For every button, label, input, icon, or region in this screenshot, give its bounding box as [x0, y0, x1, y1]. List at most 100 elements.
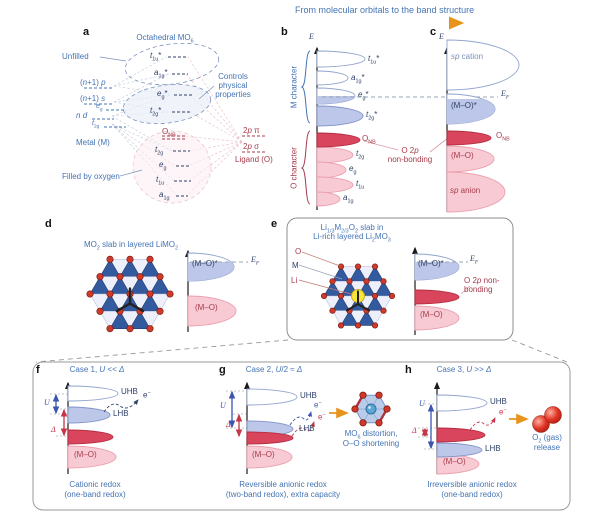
- uhb-label: UHB: [490, 397, 507, 406]
- panel-a-graphics: [84, 42, 266, 204]
- panel-f-caption-2: (one-band redox): [64, 490, 126, 499]
- header-title: From molecular orbitals to the band stru…: [295, 5, 475, 15]
- unfilled-label: Unfilled: [62, 52, 89, 61]
- panel-h-caption-2: (one-band redox): [441, 490, 503, 499]
- electron-label: e−: [143, 390, 151, 400]
- level-nd: n d: [76, 111, 88, 120]
- electron-removal-path-anionic: [291, 421, 315, 437]
- panel-letter-h: h: [405, 364, 412, 376]
- m-character-label: M character: [289, 65, 299, 109]
- band-eg-star: eg*: [358, 90, 369, 102]
- panel-e-title-1: Li1/3M2/3O2 slab in: [320, 223, 384, 235]
- controls-label: Controls physical properties: [215, 72, 251, 100]
- delta-label: Δ: [51, 425, 56, 434]
- electron-label-cationic: e−: [314, 400, 322, 410]
- panel-h-mo: (M–O): [443, 457, 466, 466]
- o-character-brace: [300, 130, 311, 205]
- bonding-group-ellipse: [132, 130, 212, 204]
- sp-anion-label: sp anion: [450, 186, 481, 195]
- u-label: U: [419, 399, 425, 408]
- cases-box: [32, 361, 571, 511]
- panel-letter-a: a: [83, 26, 90, 38]
- electron-label: e−: [499, 407, 507, 417]
- oxygen-atoms: [351, 391, 391, 427]
- electron-label-anionic: e−: [318, 412, 326, 422]
- panel-letter-b: b: [281, 26, 288, 38]
- electron-removal-path: [103, 399, 139, 413]
- panel-e-title-2: Li-rich layered Li2MO3: [313, 232, 391, 244]
- level-np: (n+1) p: [80, 78, 106, 87]
- band-eg: eg: [349, 164, 357, 176]
- zoom-connector-right: [511, 339, 568, 363]
- panel-e-nonbonding: O 2p non-bonding: [464, 276, 500, 295]
- case-2-title: Case 2, U/2 ≈ Δ: [245, 365, 303, 374]
- panel-letter-g: g: [219, 364, 226, 376]
- case-1-title: Case 1, U << Δ: [69, 365, 125, 374]
- m-character-brace: [300, 50, 311, 124]
- mo-onb: ONB: [162, 127, 176, 139]
- o2-molecule: [532, 406, 562, 433]
- level-eg: eg: [96, 103, 103, 113]
- panel-f-mo: (M–O): [74, 450, 97, 459]
- panel-g-caption-1: Reversible anionic redox: [239, 480, 327, 489]
- ligand-2p-sigma: 2p σ: [243, 142, 260, 151]
- panel-d-title: MO2 slab in layered LiMO2: [83, 240, 179, 252]
- delta-label: Δ: [412, 426, 417, 435]
- band-t1u: t1u: [356, 179, 365, 191]
- band-t2g-star: t2g*: [366, 110, 378, 122]
- distortion-caption-1: MO6 distortion,: [344, 429, 398, 441]
- panel-a-title: Octahedral MO6: [136, 33, 194, 45]
- mo-t2g: t2g: [155, 145, 164, 157]
- panel-e-crystal-slab: [320, 263, 396, 329]
- ligand-label: Ligand (O): [235, 155, 273, 164]
- panel-e-mo: (M–O): [420, 310, 443, 319]
- delta-label: Δ: [226, 420, 231, 429]
- panel-f-caption-1: Cationic redox: [69, 480, 121, 489]
- legend-o: O: [295, 247, 302, 256]
- lhb-label: LHB: [485, 444, 501, 453]
- lhb-label: LHB: [113, 409, 129, 418]
- mo-eg: eg: [159, 160, 167, 172]
- zoom-connector-left: [35, 339, 289, 363]
- panel-e-mo-star: (M–O)*: [418, 259, 444, 268]
- panel-f-graphics: [50, 381, 139, 474]
- electron-removal-path: [469, 417, 496, 431]
- mo-a1g-star: a1g*: [154, 68, 168, 80]
- band-t2g: t2g: [356, 149, 365, 161]
- panel-h-caption-1: Irreversible anionic redox: [427, 480, 517, 489]
- level-ns: (n+1) s: [80, 94, 106, 103]
- panel-g-mo: (M–O): [252, 450, 275, 459]
- band-onb: ONB: [362, 134, 376, 146]
- unfilled-group-ellipse: [124, 42, 220, 86]
- o2-gas-label: O2 (gas): [532, 433, 562, 445]
- axis-prong: [115, 287, 145, 313]
- axis-prong: [345, 290, 371, 312]
- panel-c-graphics: [444, 39, 520, 213]
- panel-e-graphics: [286, 217, 514, 341]
- sp-cation-label: sp cation: [451, 52, 484, 61]
- panel-letter-f: f: [36, 364, 40, 376]
- panel-e-fermi: EF: [470, 254, 479, 266]
- distorted-octahedron: [351, 391, 391, 427]
- frontier-group-ellipse: [122, 83, 212, 125]
- electron-removal-path-cationic: [289, 411, 312, 426]
- legend-li: Li: [291, 276, 298, 285]
- panel-letter-d: d: [45, 218, 52, 230]
- mo-t1u-star: t1u*: [150, 51, 162, 63]
- metal-atom: [365, 403, 377, 415]
- panel-h-graphics: [418, 381, 562, 475]
- band-t1u-star: t1u*: [368, 54, 380, 66]
- panel-c-energy-label: E: [439, 32, 444, 41]
- filled-by-oxygen-label: Filled by oxygen: [62, 172, 120, 181]
- mo-t1u: t1u: [156, 175, 165, 187]
- band-a1g-star: a1g*: [351, 73, 365, 85]
- panel-b-energy-label: E: [309, 32, 314, 41]
- u-label: U: [44, 398, 50, 407]
- o-character-label: O character: [289, 147, 299, 189]
- metal-label: Metal (M): [76, 138, 110, 147]
- panel-d-mo: (M–O): [195, 303, 218, 312]
- band-a1g: a1g: [343, 193, 354, 205]
- distortion-caption-2: O–O shortening: [342, 439, 400, 448]
